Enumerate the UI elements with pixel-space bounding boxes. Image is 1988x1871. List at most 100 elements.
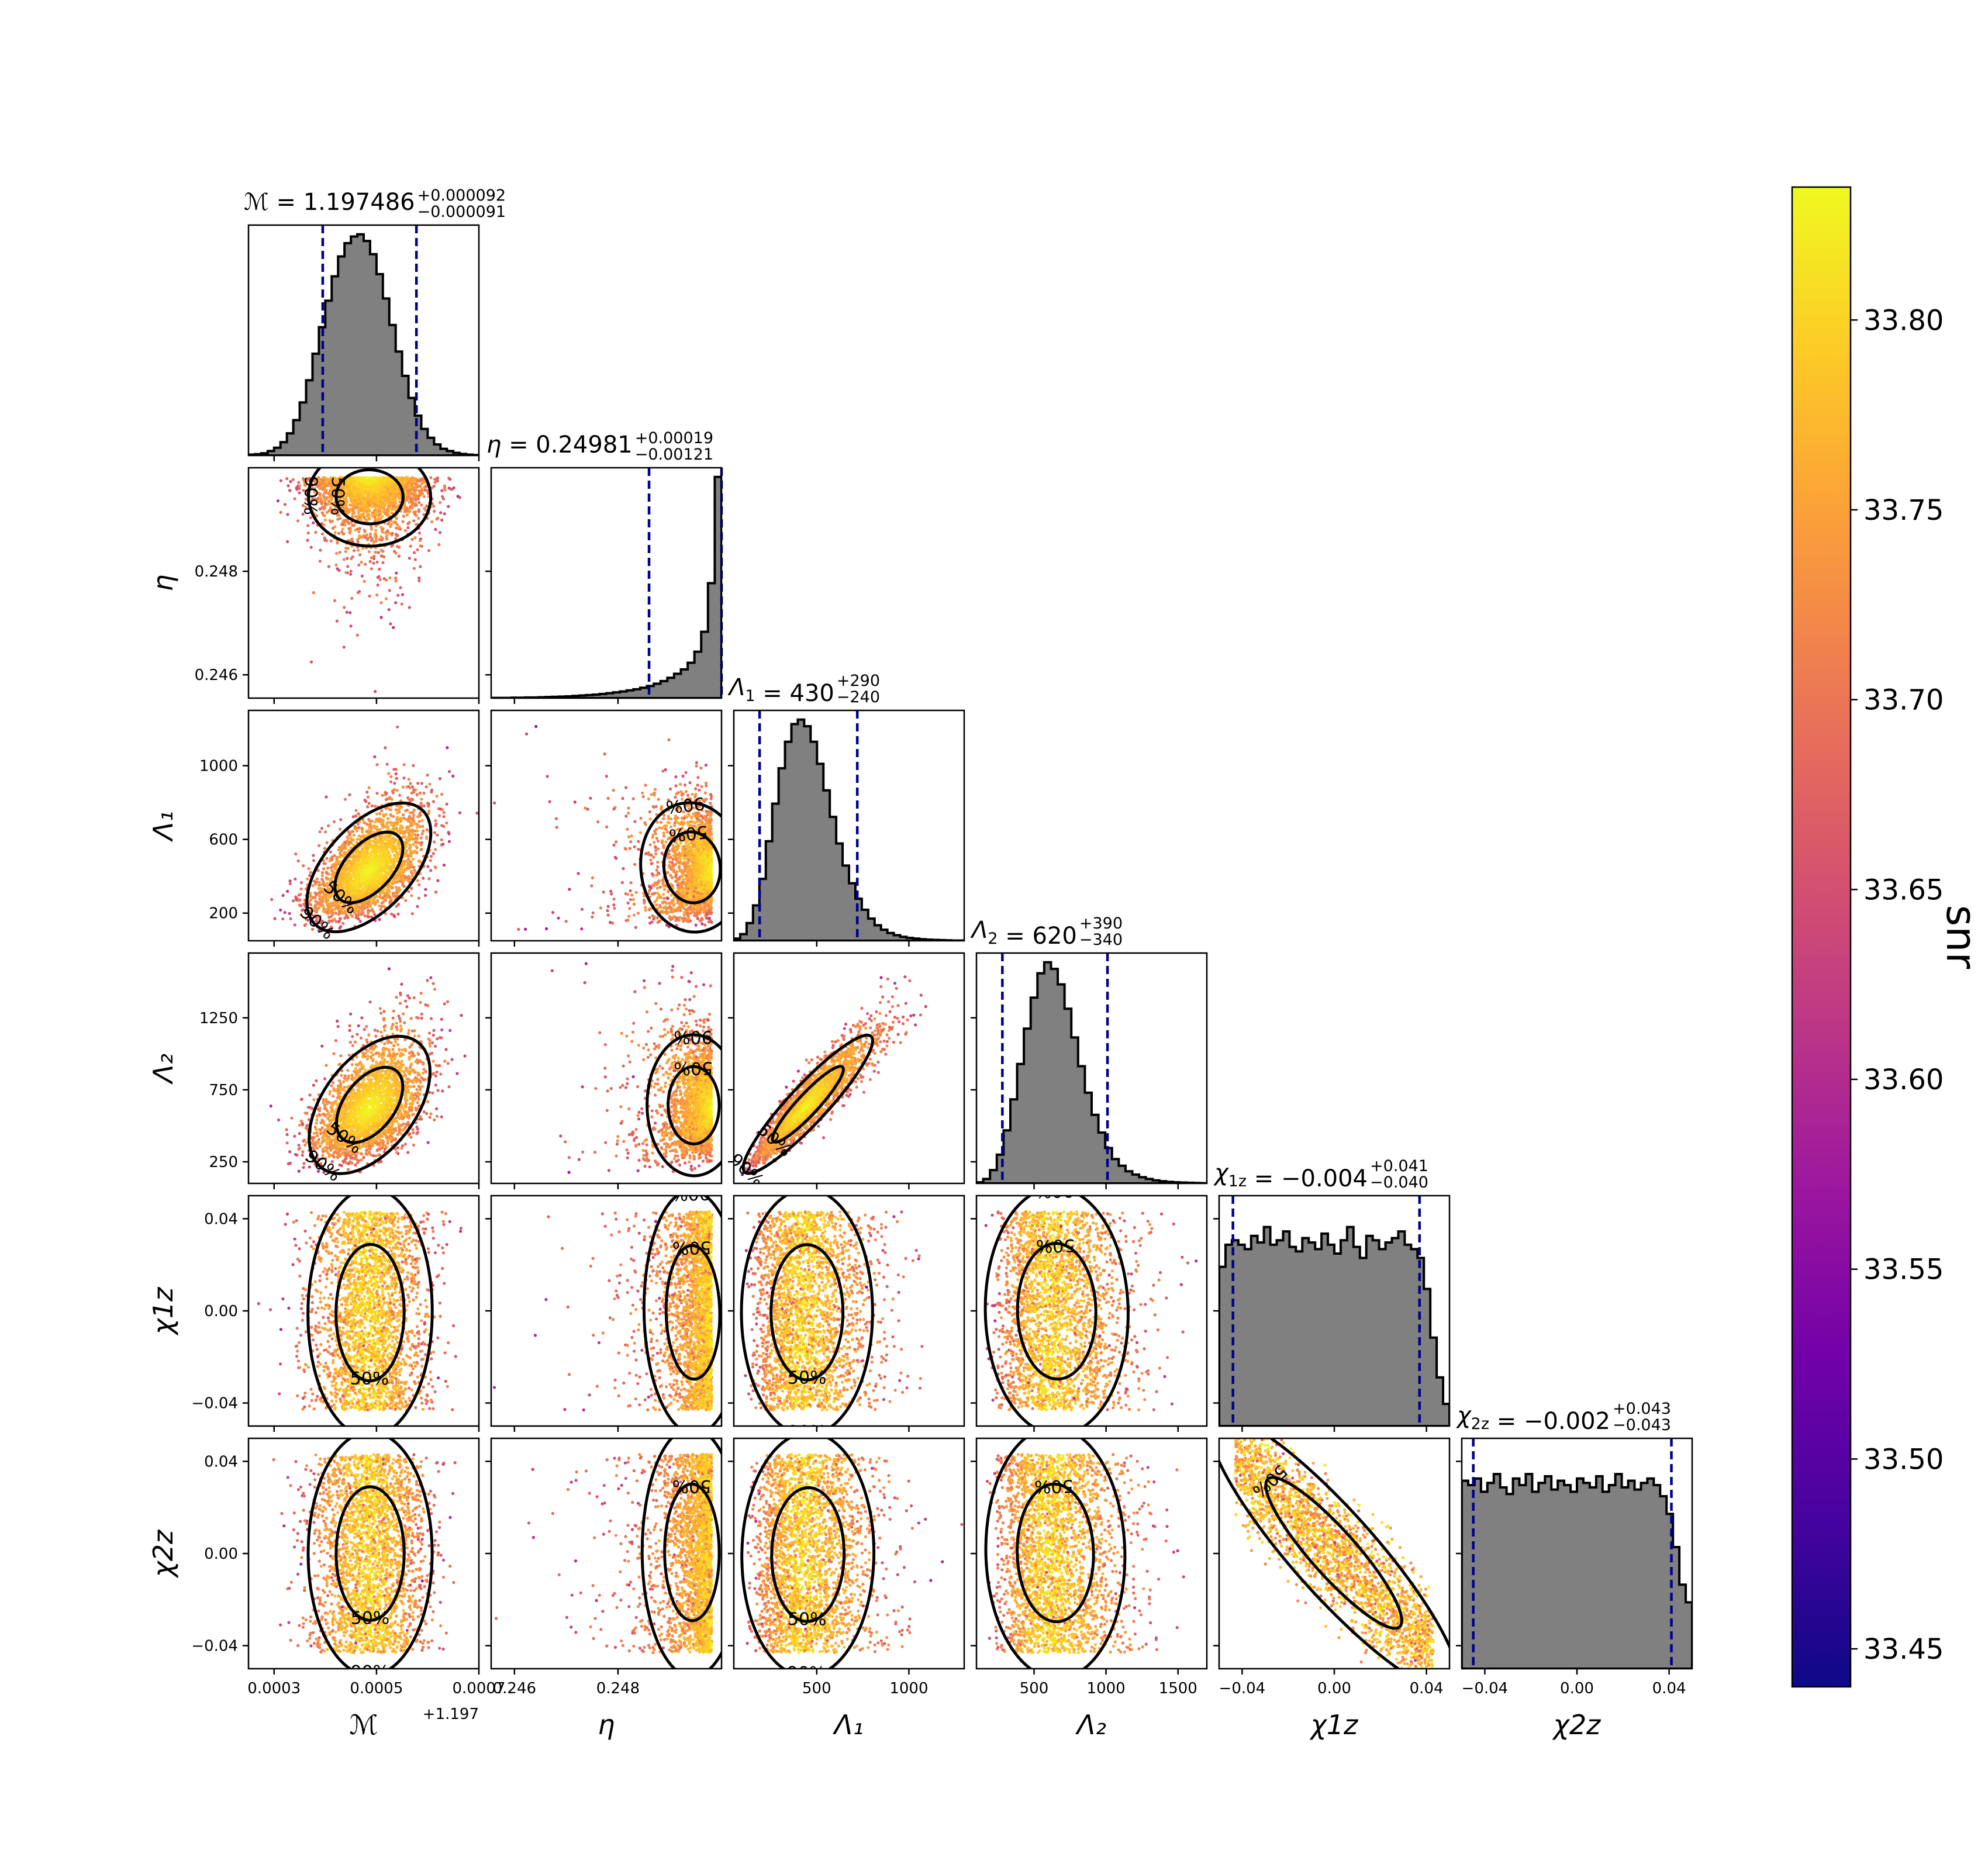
scatter-point — [340, 875, 343, 879]
scatter-point — [363, 579, 366, 584]
scatter-point — [354, 477, 358, 481]
scatter-point — [379, 616, 383, 619]
histogram-panel-eta: η = 0.24981 +0.00019−0.00121 — [485, 429, 723, 704]
scatter-point — [379, 495, 383, 499]
scatter-point — [384, 876, 388, 879]
scatter-point — [327, 905, 331, 909]
scatter-point — [325, 871, 328, 875]
scatter-point — [319, 498, 323, 501]
scatter-point — [402, 864, 406, 868]
scatter-point — [299, 893, 302, 896]
scatter-point — [396, 495, 400, 498]
scatter-point — [361, 536, 364, 539]
scatter-point — [354, 515, 358, 518]
scatter-point — [390, 499, 394, 503]
scatter-point — [354, 883, 358, 887]
scatter-point — [358, 866, 361, 869]
scatter-point — [341, 888, 344, 892]
scatter-point — [394, 886, 398, 889]
scatter-point — [384, 478, 388, 482]
scatter-point — [408, 606, 411, 609]
scatter-point — [323, 925, 326, 928]
scatter-point — [314, 492, 317, 496]
scatter-point — [395, 905, 398, 908]
scatter-point — [358, 527, 362, 530]
scatter-point — [323, 862, 327, 865]
scatter-point — [387, 608, 391, 612]
scatter-point — [375, 895, 378, 898]
scatter-point — [420, 503, 423, 507]
scatter-point — [357, 882, 361, 886]
scatter-point — [335, 552, 339, 555]
scatter-point — [370, 481, 374, 485]
scatter-point — [391, 836, 395, 840]
scatter-point — [360, 489, 363, 493]
scatter-point — [391, 507, 395, 510]
scatter-point — [305, 491, 308, 494]
scatter-point — [334, 505, 337, 509]
scatter-point — [398, 793, 402, 797]
scatter-point — [406, 522, 410, 526]
scatter-point — [424, 837, 429, 840]
scatter-point — [339, 818, 343, 821]
scatter-point — [434, 527, 437, 531]
scatter-point — [322, 888, 326, 891]
scatter-point — [304, 497, 308, 501]
scatter-point — [354, 905, 358, 908]
scatter-point — [373, 502, 377, 506]
scatter-point — [301, 504, 305, 508]
scatter-point — [345, 507, 348, 510]
scatter-point — [415, 494, 419, 498]
scatter-point — [437, 543, 441, 547]
scatter-point — [356, 482, 359, 485]
scatter-point — [326, 867, 330, 870]
scatter-point — [279, 479, 282, 482]
scatter-point — [366, 914, 370, 919]
scatter-point — [382, 878, 385, 881]
scatter-point — [312, 854, 315, 857]
scatter-point — [396, 593, 400, 597]
scatter-point — [378, 820, 382, 823]
scatter-point — [338, 926, 341, 930]
scatter-point — [337, 855, 341, 859]
scatter-point — [336, 517, 340, 521]
scatter-point — [350, 520, 353, 524]
scatter-point — [396, 534, 399, 537]
scatter-point — [355, 914, 358, 918]
scatter-point — [409, 811, 412, 814]
scatter-point — [319, 548, 322, 552]
scatter-point — [388, 867, 391, 870]
scatter-point — [309, 894, 312, 897]
scatter-point — [401, 520, 405, 523]
scatter-point — [366, 882, 370, 885]
scatter-point — [413, 536, 417, 540]
scatter-point — [419, 478, 423, 482]
scatter-point — [342, 854, 346, 858]
scatter-point — [388, 498, 391, 501]
scatter-point — [384, 513, 388, 516]
scatter-point — [372, 840, 376, 843]
scatter-point — [382, 875, 385, 879]
scatter-point — [363, 484, 366, 488]
scatter-point — [398, 806, 402, 810]
scatter-point — [378, 850, 382, 854]
scatter-point — [294, 852, 298, 856]
scatter-point — [297, 481, 301, 484]
scatter-point — [436, 516, 440, 520]
scatter-point — [378, 567, 381, 571]
scatter-point — [322, 867, 326, 871]
scatter-point — [357, 826, 361, 830]
scatter-point — [309, 897, 313, 901]
scatter-point — [296, 859, 300, 863]
scatter-point — [346, 907, 349, 911]
scatter-point — [379, 846, 383, 850]
scatter-point — [409, 477, 413, 481]
scatter-point — [429, 869, 433, 872]
scatter-point — [364, 865, 367, 868]
scatter-point — [293, 497, 296, 500]
scatter-point — [361, 889, 365, 893]
scatter-point — [323, 506, 327, 510]
scatter-point — [379, 857, 382, 861]
scatter-point — [394, 808, 398, 812]
scatter-point — [347, 491, 351, 494]
